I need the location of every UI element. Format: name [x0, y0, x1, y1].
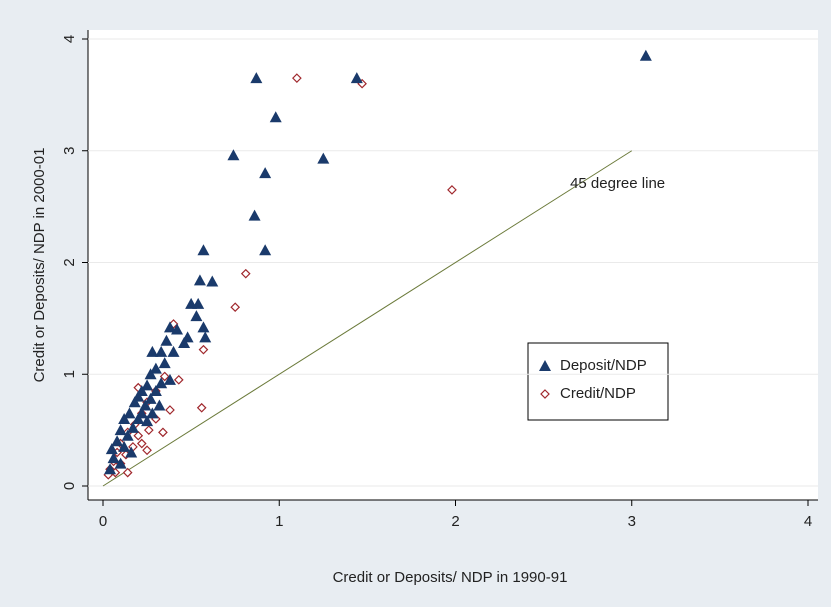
diamond-point: [136, 438, 147, 449]
triangle-point: [146, 345, 159, 357]
triangle-point: [227, 149, 240, 161]
y-tick-label: 3: [61, 147, 78, 155]
triangle-point: [317, 152, 330, 164]
triangle-point: [123, 407, 136, 419]
triangle-point: [118, 412, 131, 424]
diamond-point: [122, 467, 133, 478]
triangle-point: [153, 399, 166, 411]
triangle-point: [128, 396, 141, 408]
triangle-point: [206, 275, 219, 287]
triangle-point: [160, 334, 173, 346]
triangle-point: [141, 415, 154, 427]
triangle-point: [125, 446, 138, 458]
diamond-point: [165, 405, 175, 415]
annotation: 45 degree line: [570, 175, 665, 192]
triangle-point: [197, 321, 210, 333]
diamond-point: [159, 371, 170, 382]
triangle-point: [107, 452, 120, 464]
triangle-point: [163, 373, 176, 385]
legend-label: Credit/NDP: [560, 385, 636, 402]
triangle-point: [269, 111, 282, 123]
legend-marker: [539, 360, 551, 371]
y-tick-label: 0: [61, 482, 78, 490]
triangle-point: [105, 443, 118, 455]
triangle-point: [155, 377, 168, 389]
diamond-point: [133, 430, 144, 441]
triangle-point: [139, 399, 152, 411]
diamond-point: [143, 425, 154, 435]
triangle-point: [126, 421, 139, 433]
triangle-point: [192, 297, 205, 309]
x-tick-label: 4: [804, 513, 812, 530]
diamond-point: [292, 73, 302, 83]
x-tick-label: 3: [628, 513, 636, 530]
triangle-point: [199, 331, 212, 343]
diamond-point: [447, 185, 457, 195]
x-axis-label: Credit or Deposits/ NDP in 1990-91: [333, 569, 568, 586]
legend: [527, 342, 669, 421]
diamond-point: [158, 427, 168, 438]
x-tick-label: 0: [99, 513, 107, 530]
triangle-point: [111, 435, 124, 447]
triangle-point: [146, 407, 159, 419]
legend-label: Deposit/NDP: [560, 357, 647, 374]
triangle-point: [163, 321, 176, 333]
triangle-point: [639, 49, 652, 61]
triangle-point: [248, 209, 261, 221]
reference-line: [102, 150, 633, 487]
triangle-point: [193, 274, 206, 286]
triangle-point: [121, 429, 134, 441]
triangle-point: [144, 368, 157, 380]
triangle-point: [197, 244, 210, 256]
triangle-point: [114, 457, 127, 469]
triangle-point: [250, 72, 263, 84]
y-tick-label: 1: [61, 370, 78, 378]
y-tick-label: 2: [61, 258, 78, 266]
triangle-point: [178, 336, 191, 348]
triangle-point: [158, 357, 171, 369]
diamond-point: [230, 302, 241, 313]
diamond-point: [240, 268, 251, 279]
triangle-point: [171, 323, 184, 335]
y-tick-label: 4: [61, 35, 78, 43]
triangle-point: [104, 463, 117, 475]
plot-area: [88, 30, 818, 500]
triangle-point: [259, 167, 272, 179]
diamond-point: [173, 374, 184, 385]
triangle-point: [259, 244, 272, 256]
diamond-point: [142, 445, 152, 456]
triangle-point: [144, 392, 157, 404]
x-tick-label: 2: [451, 513, 459, 530]
legend-marker: [540, 389, 550, 399]
triangle-point: [114, 424, 127, 436]
triangle-point: [149, 385, 162, 397]
triangle-point: [167, 345, 180, 357]
triangle-point: [350, 72, 363, 84]
x-tick-label: 1: [275, 513, 283, 530]
triangle-point: [132, 412, 145, 424]
triangle-point: [141, 379, 154, 391]
triangle-point: [118, 440, 131, 452]
diamond-point: [198, 344, 209, 355]
triangle-point: [155, 345, 168, 357]
diamond-point: [196, 402, 207, 413]
triangle-point: [149, 362, 162, 374]
triangle-point: [190, 310, 203, 322]
y-axis-label: Credit or Deposits/ NDP in 2000-01: [31, 148, 48, 383]
